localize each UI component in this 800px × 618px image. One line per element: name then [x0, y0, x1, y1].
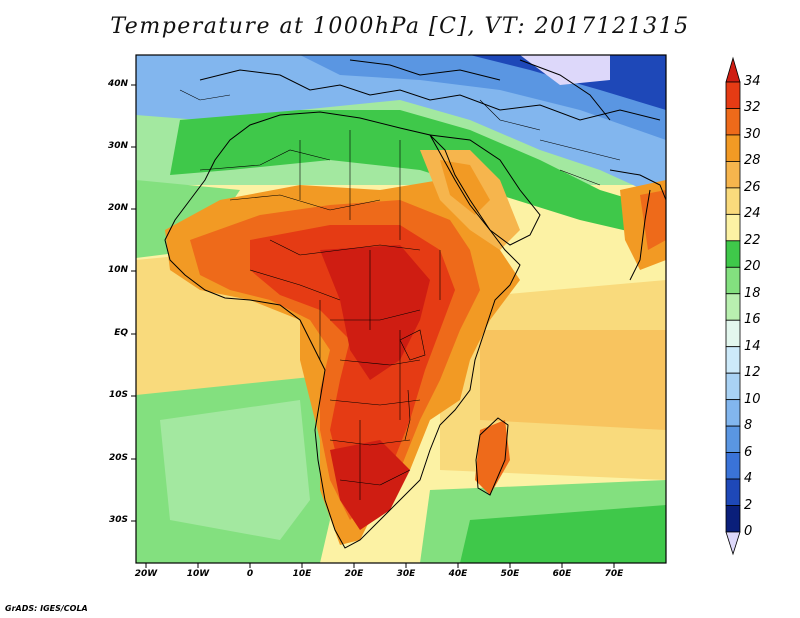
- grads-credit: GrADS: IGES/COLA: [5, 604, 88, 613]
- lat-label: 30S: [108, 515, 128, 525]
- colorbar-tick-label: 30: [744, 126, 761, 142]
- field-africa-hottest: [320, 245, 430, 380]
- colorbar-segment: [725, 134, 741, 162]
- lon-label: 0: [246, 569, 254, 579]
- colorbar-segment: [725, 372, 741, 401]
- colorbar-tick-label: 4: [744, 471, 753, 487]
- colorbar-tick-label: 12: [744, 365, 761, 381]
- lat-label: 30N: [107, 141, 128, 151]
- colorbar-segment: [725, 240, 741, 268]
- colorbar-tick-label: 34: [744, 74, 761, 89]
- coastlines: [164, 59, 666, 549]
- colorbar-segment: [725, 505, 741, 533]
- lake-malawi: [404, 389, 411, 441]
- colorbar-tick-label: 32: [744, 100, 761, 116]
- field-india-hot: [640, 190, 666, 250]
- colorbar-tick-label: 14: [744, 338, 761, 354]
- colorbar-tick-label: 28: [744, 153, 761, 169]
- arabia-coastline: [429, 134, 541, 246]
- lon-label: 60E: [552, 569, 572, 579]
- colorbar-segment: [725, 478, 741, 506]
- colorbar-segment: [725, 161, 741, 189]
- lat-label: 20S: [108, 453, 128, 463]
- colorbar-segment: [725, 346, 741, 374]
- colorbar-segment: [725, 213, 741, 242]
- colorbar-segment: [725, 399, 741, 427]
- lon-label: 20W: [134, 569, 158, 579]
- lon-label: 20E: [344, 569, 364, 579]
- map-title: Temperature at 1000hPa [C], VT: 20171213…: [110, 14, 690, 39]
- colorbar-segment: [725, 108, 741, 136]
- mediterranean-coastline: [199, 69, 661, 121]
- colorbar-segment: [725, 187, 741, 215]
- lat-label: EQ: [114, 328, 128, 338]
- colorbar-top-cap: [725, 56, 741, 83]
- lon-label: 40E: [448, 569, 468, 579]
- field-southern-africa-hottest: [330, 440, 410, 530]
- caspian-coastline: [519, 59, 611, 121]
- colorbar-bottom-cap: [725, 531, 741, 556]
- colorbar-tick-label: 18: [744, 285, 761, 301]
- colorbar-segment: [725, 425, 741, 453]
- field-madagascar: [475, 420, 510, 495]
- europe-coastline: [349, 59, 501, 81]
- colorbar-tick-label: 10: [744, 391, 761, 407]
- map-plot-area: [136, 55, 666, 563]
- field-indian-warm: [480, 330, 666, 430]
- colorbar-segment: [725, 81, 741, 109]
- colorbar-tick-label: 26: [744, 179, 761, 195]
- axis-ticks: [131, 84, 615, 568]
- field-north-mild: [170, 110, 666, 240]
- plot-frame: [135, 54, 667, 564]
- africa-coastline: [164, 111, 521, 549]
- lon-label: 30E: [396, 569, 416, 579]
- colorbar-segment: [725, 319, 741, 348]
- lat-label: 40N: [107, 79, 128, 89]
- colorbar-tick-label: 2: [744, 497, 753, 513]
- colorbar-segment: [725, 293, 741, 321]
- lake-victoria: [399, 329, 426, 361]
- field-atlantic-south-cool: [160, 400, 310, 540]
- colorbar-tick-label: 0: [744, 524, 753, 539]
- colorbar-tick-label: 16: [744, 312, 761, 328]
- colorbar-tick-label: 6: [744, 444, 753, 460]
- country-borders: [179, 89, 621, 500]
- colorbar: [725, 56, 741, 556]
- lat-label: 10S: [108, 390, 128, 400]
- colorbar-segment: [725, 266, 741, 295]
- colorbar-tick-label: 20: [744, 259, 761, 275]
- lon-label: 10W: [186, 569, 210, 579]
- field-arabia-hot: [440, 160, 490, 215]
- colorbar-segment: [725, 452, 741, 480]
- lon-label: 10E: [292, 569, 312, 579]
- colorbar-tick-label: 8: [744, 418, 753, 434]
- lon-label: 50E: [500, 569, 520, 579]
- lat-label: 20N: [107, 203, 128, 213]
- field-caucasus-cold: [520, 55, 610, 85]
- lon-label: 70E: [604, 569, 624, 579]
- lat-label: 10N: [107, 265, 128, 275]
- field-north-coldest: [470, 55, 666, 110]
- field-indian-south-cool: [460, 505, 666, 563]
- india-coastline: [609, 169, 666, 281]
- colorbar-tick-label: 22: [744, 232, 761, 248]
- colorbar-tick-label: 24: [744, 206, 761, 222]
- madagascar-coastline: [475, 417, 509, 496]
